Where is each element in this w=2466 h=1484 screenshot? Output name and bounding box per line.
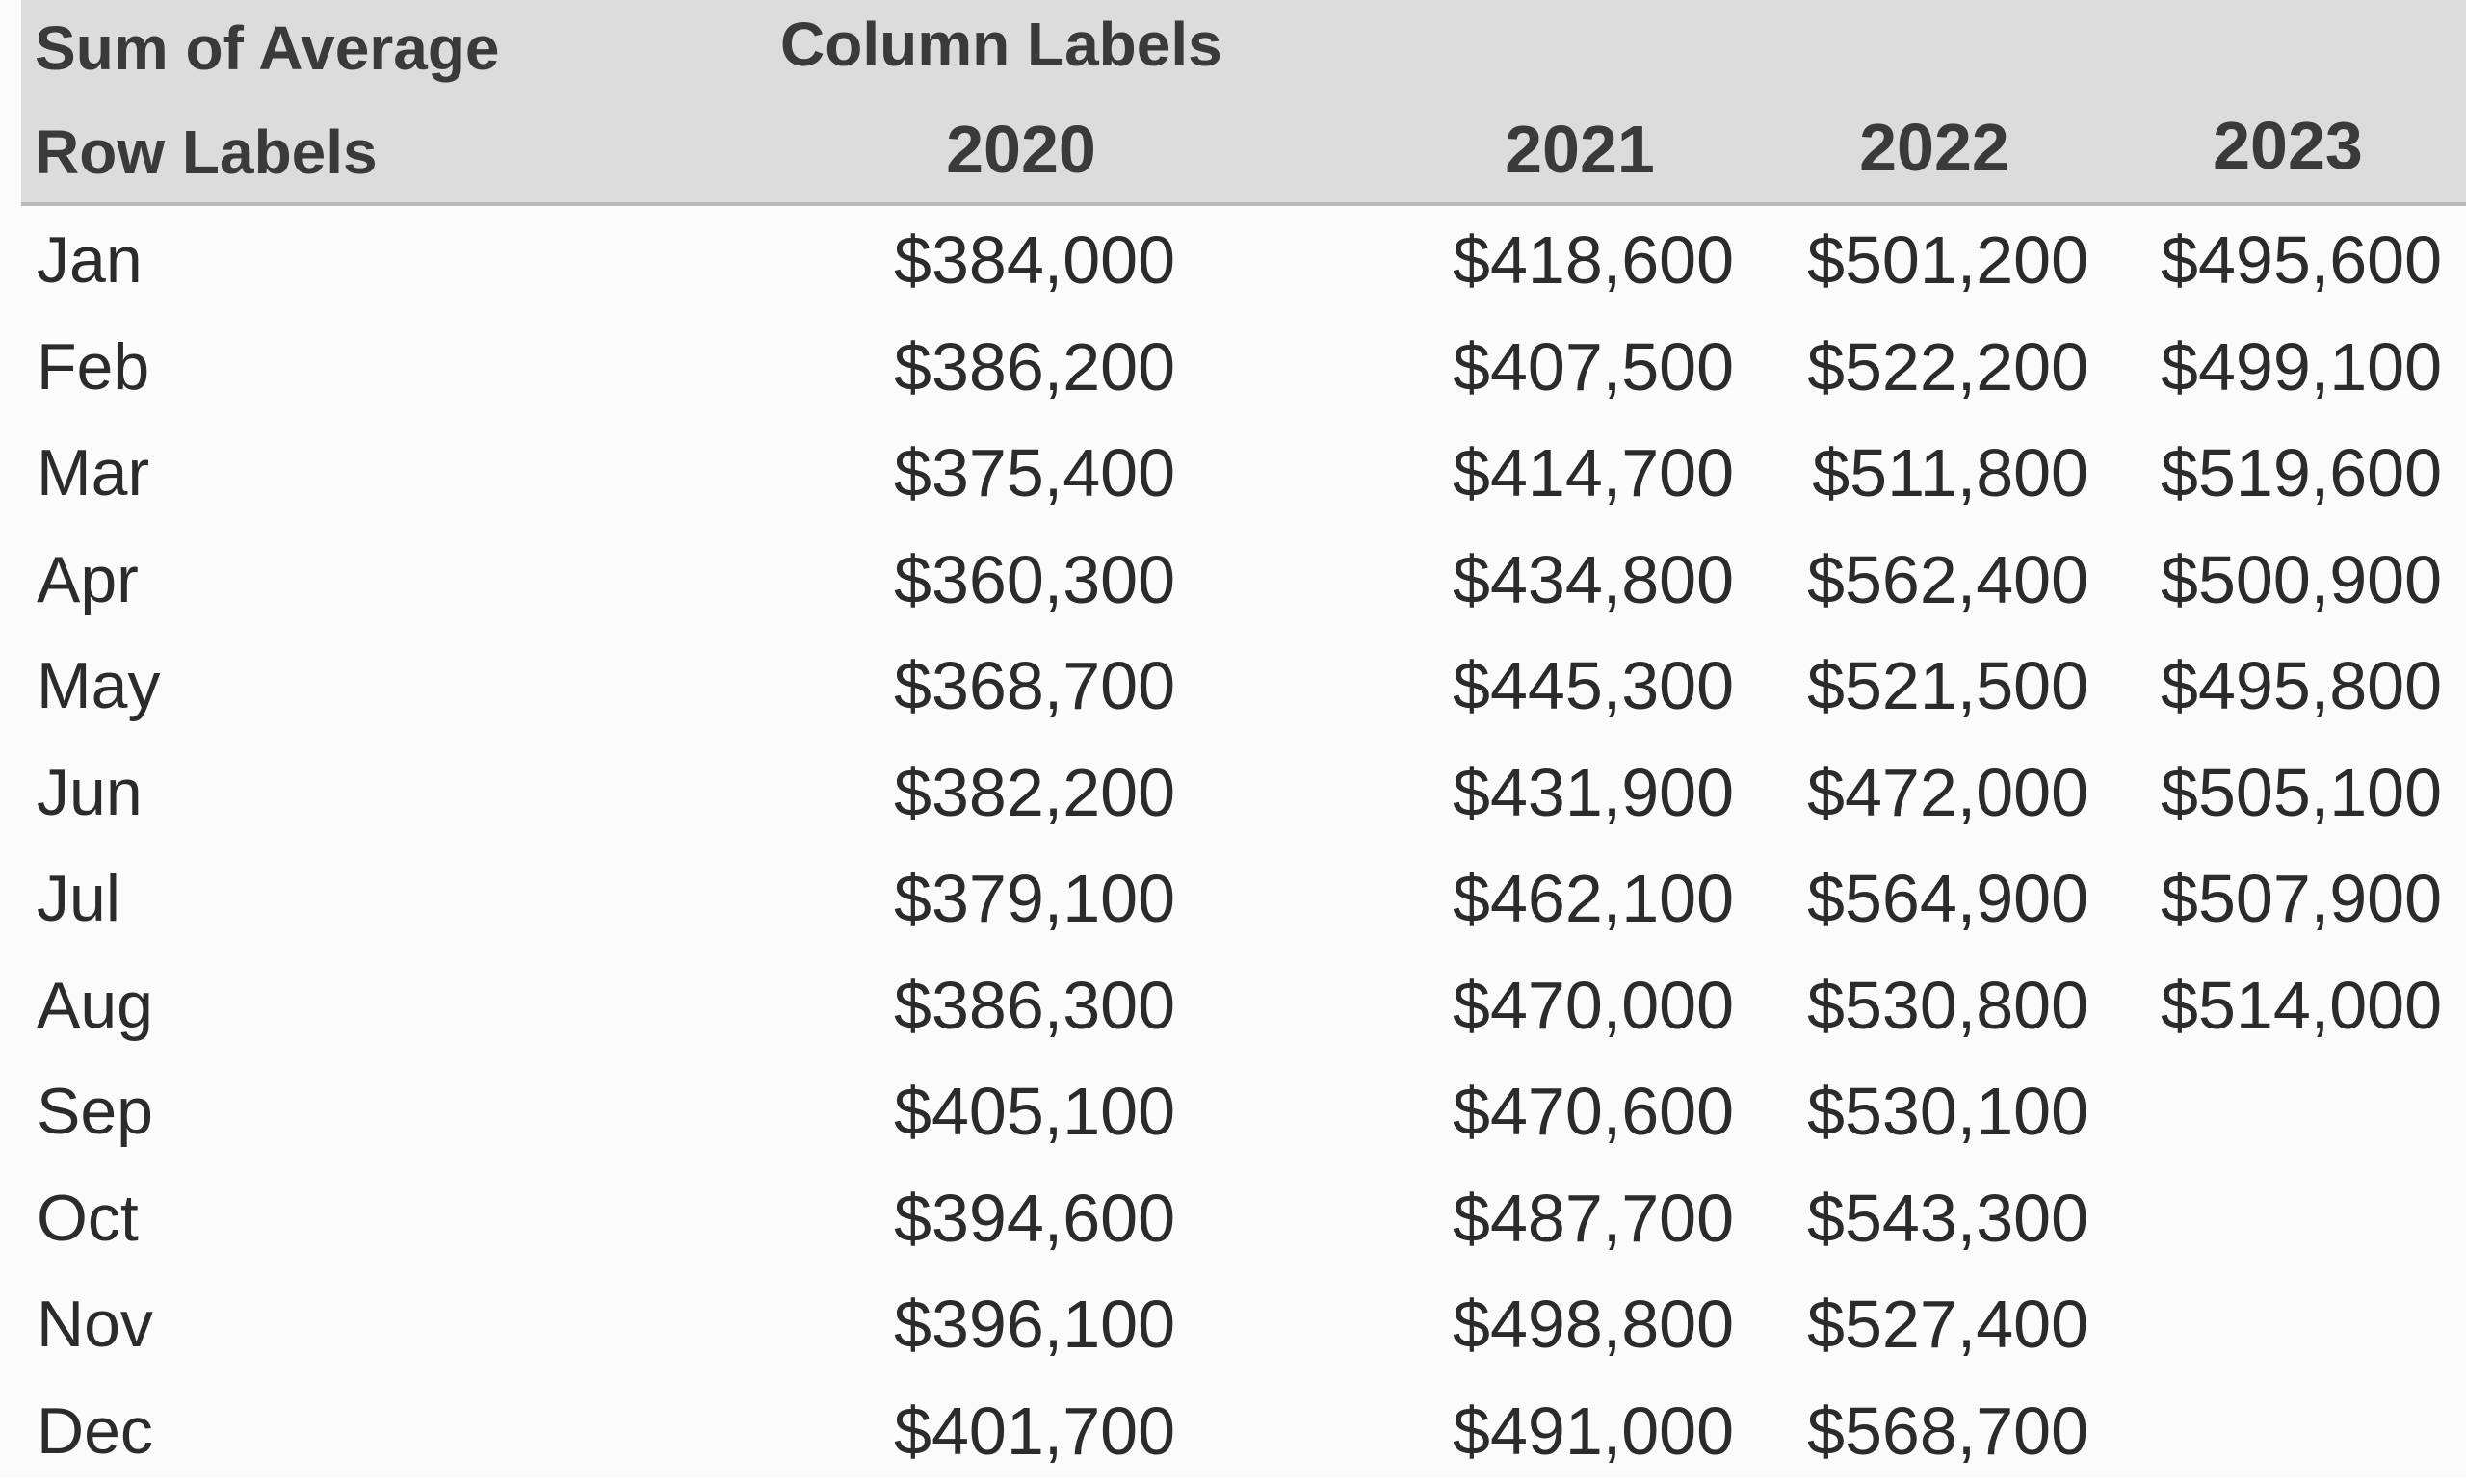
row-label-jul[interactable]: Jul — [37, 862, 120, 935]
row-label-mar[interactable]: Mar — [37, 436, 150, 509]
value-cell-2021[interactable]: $434,800 — [1453, 541, 1734, 617]
value-cell-2022[interactable]: $530,100 — [1807, 1074, 2088, 1149]
table-row: Mar $375,400 $414,700 $511,800 $519,600 — [0, 420, 2466, 526]
value-cell-2023[interactable]: $505,100 — [2161, 754, 2442, 830]
value-cell-2020[interactable]: $386,200 — [894, 328, 1175, 404]
value-cell-2021[interactable]: $470,000 — [1453, 967, 1734, 1043]
value-cell-2020[interactable]: $405,100 — [894, 1074, 1175, 1149]
row-label-apr[interactable]: Apr — [37, 542, 139, 616]
value-cell-2023[interactable]: $519,600 — [2161, 435, 2442, 510]
column-labels-dropdown[interactable]: Column Labels — [780, 10, 1222, 79]
value-cell-2021[interactable]: $414,700 — [1453, 435, 1734, 510]
year-header-2022[interactable]: 2022 — [1859, 110, 2009, 185]
value-cell-2020[interactable]: $394,600 — [894, 1180, 1175, 1256]
value-cell-2020[interactable]: $379,100 — [894, 861, 1175, 936]
value-cell-2020[interactable]: $384,000 — [894, 222, 1175, 298]
value-field-label[interactable]: Sum of Average — [35, 13, 500, 83]
row-label-dec[interactable]: Dec — [37, 1393, 153, 1468]
value-cell-2022[interactable]: $472,000 — [1807, 754, 2088, 830]
value-cell-2020[interactable]: $382,200 — [894, 754, 1175, 830]
table-row: May $368,700 $445,300 $521,500 $495,800 — [0, 633, 2466, 739]
row-label-may[interactable]: May — [37, 649, 161, 722]
row-label-feb[interactable]: Feb — [37, 329, 150, 404]
value-cell-2021[interactable]: $418,600 — [1453, 222, 1734, 298]
row-label-oct[interactable]: Oct — [37, 1181, 139, 1255]
value-cell-2020[interactable]: $375,400 — [894, 435, 1175, 510]
row-label-jun[interactable]: Jun — [37, 755, 143, 829]
value-cell-2022[interactable]: $530,800 — [1807, 967, 2088, 1043]
value-cell-2022[interactable]: $511,800 — [1812, 435, 2088, 510]
row-label-nov[interactable]: Nov — [37, 1288, 153, 1361]
value-cell-2021[interactable]: $462,100 — [1453, 861, 1734, 936]
year-header-2020[interactable]: 2020 — [946, 112, 1096, 187]
value-cell-2023[interactable]: $514,000 — [2161, 967, 2442, 1043]
value-cell-2021[interactable]: $470,600 — [1453, 1074, 1734, 1149]
value-cell-2020[interactable]: $360,300 — [894, 541, 1175, 617]
row-label-sep[interactable]: Sep — [37, 1075, 153, 1148]
table-row: Oct $394,600 $487,700 $543,300 — [0, 1165, 2466, 1271]
value-cell-2022[interactable]: $562,400 — [1807, 541, 2088, 617]
pivot-header-band — [21, 0, 2466, 204]
row-label-aug[interactable]: Aug — [37, 968, 153, 1042]
value-cell-2023[interactable]: $499,100 — [2161, 328, 2442, 404]
year-header-2023[interactable]: 2023 — [2213, 108, 2363, 183]
value-cell-2022[interactable]: $564,900 — [1807, 861, 2088, 936]
value-cell-2021[interactable]: $407,500 — [1453, 328, 1734, 404]
table-row: Aug $386,300 $470,000 $530,800 $514,000 — [0, 952, 2466, 1058]
value-cell-2020[interactable]: $368,700 — [894, 648, 1175, 723]
value-cell-2023[interactable]: $507,900 — [2161, 861, 2442, 936]
header-divider — [21, 202, 2466, 206]
value-cell-2022[interactable]: $501,200 — [1807, 222, 2088, 298]
value-cell-2023[interactable]: $495,800 — [2161, 648, 2442, 723]
table-row: Apr $360,300 $434,800 $562,400 $500,900 — [0, 527, 2466, 633]
table-row: Feb $386,200 $407,500 $522,200 $499,100 — [0, 314, 2466, 420]
table-row: Jun $382,200 $431,900 $472,000 $505,100 — [0, 740, 2466, 846]
value-cell-2022[interactable]: $568,700 — [1807, 1393, 2088, 1469]
table-row: Jan $384,000 $418,600 $501,200 $495,600 — [0, 207, 2466, 313]
value-cell-2023[interactable]: $495,600 — [2161, 222, 2442, 298]
table-row: Sep $405,100 $470,600 $530,100 — [0, 1058, 2466, 1164]
value-cell-2022[interactable]: $543,300 — [1807, 1180, 2088, 1256]
table-row: Dec $401,700 $491,000 $568,700 — [0, 1378, 2466, 1484]
value-cell-2021[interactable]: $445,300 — [1453, 648, 1734, 723]
row-labels-dropdown[interactable]: Row Labels — [35, 117, 378, 187]
table-row: Jul $379,100 $462,100 $564,900 $507,900 — [0, 846, 2466, 951]
value-cell-2021[interactable]: $491,000 — [1453, 1393, 1734, 1469]
value-cell-2021[interactable]: $487,700 — [1453, 1180, 1734, 1256]
value-cell-2022[interactable]: $522,200 — [1807, 328, 2088, 404]
table-row: Nov $396,100 $498,800 $527,400 — [0, 1271, 2466, 1377]
value-cell-2020[interactable]: $401,700 — [894, 1393, 1175, 1469]
value-cell-2023[interactable]: $500,900 — [2161, 541, 2442, 617]
value-cell-2020[interactable]: $396,100 — [894, 1287, 1175, 1362]
value-cell-2020[interactable]: $386,300 — [894, 967, 1175, 1043]
value-cell-2022[interactable]: $521,500 — [1807, 648, 2088, 723]
value-cell-2021[interactable]: $498,800 — [1453, 1287, 1734, 1362]
value-cell-2022[interactable]: $527,400 — [1807, 1287, 2088, 1362]
value-cell-2021[interactable]: $431,900 — [1453, 754, 1734, 830]
year-header-2021[interactable]: 2021 — [1505, 112, 1655, 187]
row-label-jan[interactable]: Jan — [37, 223, 143, 297]
